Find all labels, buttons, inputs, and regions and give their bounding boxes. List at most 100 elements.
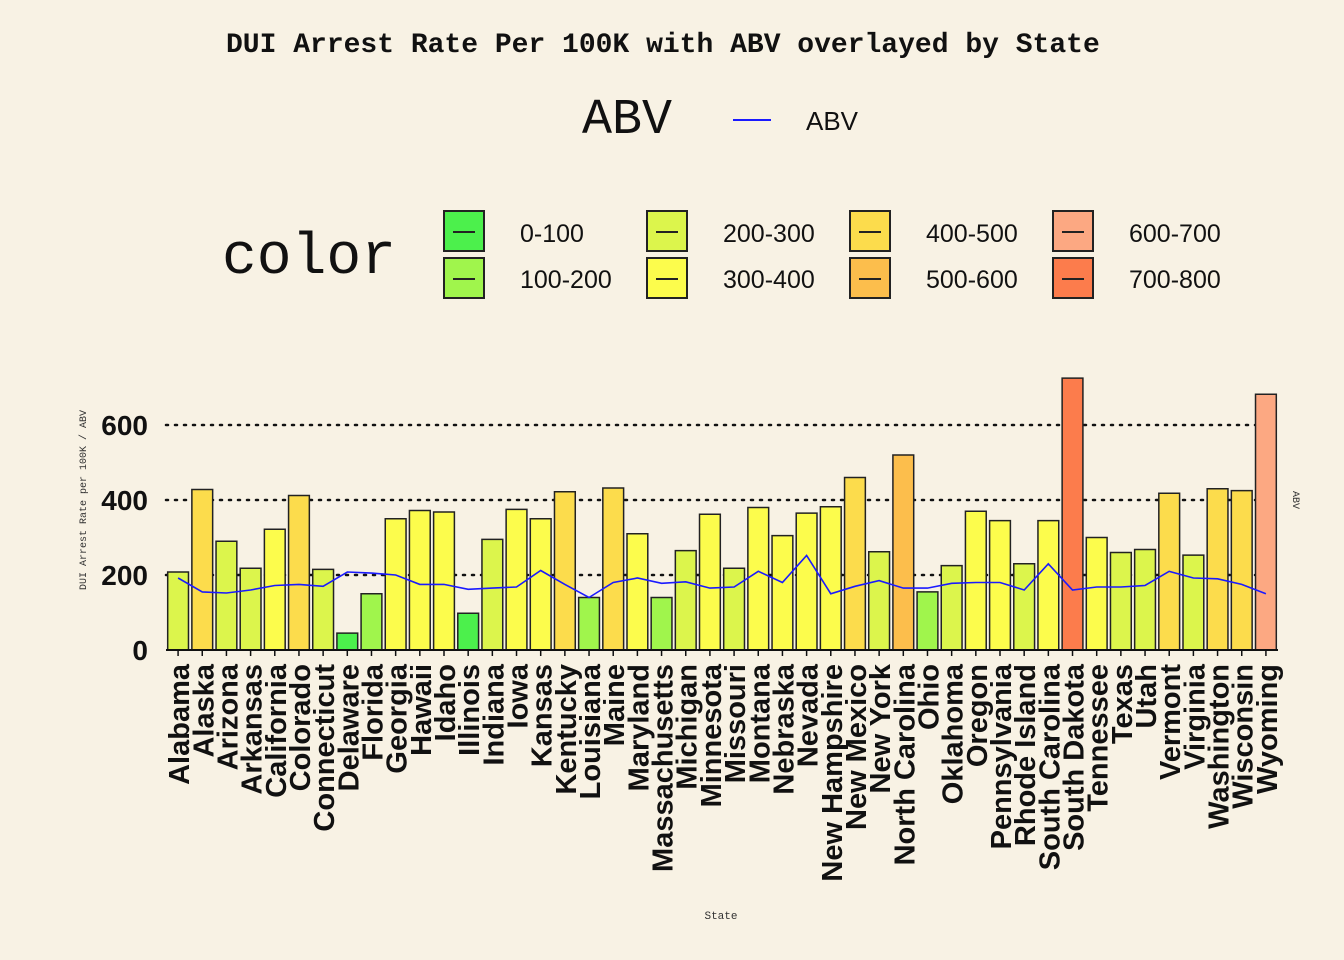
bar-alabama: [166, 571, 190, 651]
x-tick-label: Missouri: [720, 664, 752, 783]
bar-oregon: [964, 510, 987, 651]
legend-key-100-200: [443, 257, 485, 299]
x-tick-label: Louisiana: [575, 663, 607, 799]
bar-nevada: [795, 512, 818, 651]
x-tick-label: Rhode Island: [1010, 664, 1042, 846]
abv-legend-line-key: [733, 119, 771, 121]
bar-minnesota: [698, 513, 722, 651]
y-axis-title: DUI Arrest Rate per 100K / ABV: [78, 410, 90, 590]
y-tick-label: 400: [101, 485, 148, 516]
x-tick-label: Virginia: [1179, 663, 1211, 770]
x-tick-label: Utah: [1131, 664, 1163, 728]
legend-key-500-600: [849, 257, 891, 299]
bar-illinois: [457, 612, 480, 651]
x-tick-label: Nebraska: [768, 663, 800, 794]
x-tick-label: Idaho: [430, 664, 462, 741]
bar-wisconsin: [1230, 489, 1253, 651]
legend-key-0-100: [443, 210, 485, 252]
legend-label-200-300: 200-300: [723, 220, 815, 248]
secondary-y-axis-title: ABV: [1289, 491, 1300, 509]
bar-rhode-island: [1013, 563, 1036, 651]
bar-kansas: [529, 518, 552, 651]
bar-maryland: [626, 533, 649, 651]
color-legend-title: color: [222, 226, 397, 291]
x-tick-label: Massachusetts: [648, 664, 680, 872]
bar-tennessee: [1085, 536, 1108, 651]
x-tick-label: Wyoming: [1252, 664, 1284, 794]
x-tick-label: Oregon: [962, 664, 994, 767]
x-tick-label: Montana: [744, 663, 776, 783]
x-tick-label: New Mexico: [841, 664, 873, 830]
bar-washington: [1206, 488, 1229, 651]
x-tick-label: Nevada: [793, 663, 825, 767]
legend-key-200-300: [646, 210, 688, 252]
x-tick-label: Minnesota: [696, 663, 728, 807]
x-tick-label: Indiana: [478, 663, 510, 765]
x-tick-label: Wisconsin: [1228, 664, 1260, 809]
bar-michigan: [674, 549, 697, 651]
x-tick-label: North Carolina: [889, 663, 921, 865]
x-tick-label: Connecticut: [309, 664, 341, 832]
bar-massachusetts: [650, 596, 673, 651]
bar-hawaii: [408, 509, 431, 651]
bar-new-hampshire: [819, 506, 842, 651]
bar-south-carolina: [1037, 519, 1060, 651]
bar-new-mexico: [843, 476, 867, 651]
legend-label-600-700: 600-700: [1129, 220, 1221, 248]
x-axis-title: State: [704, 911, 737, 923]
bar-missouri: [722, 567, 746, 651]
x-tick-label: Iowa: [503, 663, 535, 728]
y-tick-label: 200: [101, 560, 148, 591]
bar-louisiana: [577, 596, 601, 651]
bar-idaho: [432, 511, 456, 651]
legend-label-300-400: 300-400: [723, 266, 815, 294]
x-tick-label: Arizona: [212, 663, 244, 770]
x-tick-label: Maine: [599, 664, 631, 746]
bar-florida: [360, 593, 383, 651]
bar-oklahoma: [940, 564, 963, 651]
abv-line: [177, 554, 1267, 599]
abv-legend-title: ABV: [582, 92, 673, 149]
x-tick-label: Florida: [357, 663, 389, 761]
legend-key-400-500: [849, 210, 891, 252]
bar-arkansas: [239, 567, 262, 651]
x-tick-label: Arkansas: [237, 664, 269, 795]
bar-kentucky: [553, 491, 577, 651]
x-tick-label: Hawaii: [406, 664, 438, 756]
legend-label-400-500: 400-500: [926, 220, 1018, 248]
x-tick-label: Georgia: [382, 663, 414, 773]
x-tick-label: Kansas: [527, 664, 559, 767]
y-tick-label: 600: [101, 410, 148, 441]
bar-virginia: [1182, 554, 1205, 651]
x-tick-label: New Hampshire: [817, 664, 849, 882]
bar-alaska: [191, 488, 214, 651]
x-tick-label: Maryland: [623, 664, 655, 791]
bar-indiana: [481, 538, 504, 651]
bar-georgia: [384, 518, 407, 651]
x-tick-label: California: [261, 663, 293, 798]
legend-label-100-200: 100-200: [520, 266, 612, 294]
bar-nebraska: [771, 534, 794, 651]
x-tick-label: Ohio: [913, 664, 945, 730]
bar-south-dakota: [1061, 377, 1084, 651]
legend-label-0-100: 0-100: [520, 220, 584, 248]
bar-iowa: [505, 508, 528, 651]
legend-key-600-700: [1052, 210, 1094, 252]
chart-title: DUI Arrest Rate Per 100K with ABV overla…: [226, 30, 1100, 61]
bar-delaware: [336, 632, 359, 651]
x-tick-label: Vermont: [1155, 664, 1187, 780]
bar-maine: [602, 487, 625, 651]
legend-key-700-800: [1052, 257, 1094, 299]
bar-arizona: [215, 540, 238, 651]
bar-utah: [1133, 548, 1157, 651]
x-tick-label: Kentucky: [551, 664, 583, 795]
x-tick-label: Alabama: [164, 663, 196, 785]
abv-legend-label: ABV: [806, 106, 859, 136]
x-tick-label: Colorado: [285, 664, 317, 791]
bar-california: [263, 528, 286, 651]
x-tick-label: South Carolina: [1034, 663, 1066, 870]
x-tick-label: Washington: [1204, 664, 1236, 829]
bar-ohio: [916, 591, 939, 651]
x-tick-label: Tennessee: [1083, 664, 1115, 812]
